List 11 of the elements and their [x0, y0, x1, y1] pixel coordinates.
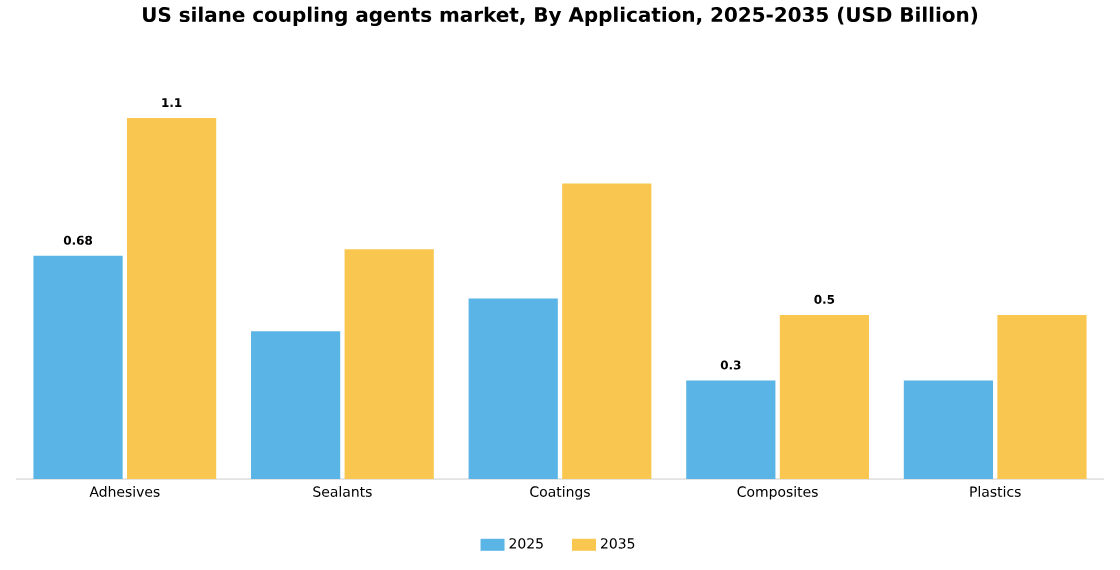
bar [562, 184, 652, 480]
bar [686, 381, 776, 480]
bar [997, 315, 1087, 480]
bar [903, 381, 994, 480]
chart-title: US silane coupling agents market, By Application, 2025-2035 (USD Billion) [143, 7, 978, 27]
bar [468, 298, 558, 480]
bar [33, 256, 123, 480]
bar [251, 331, 341, 480]
bar [126, 118, 217, 480]
bar [779, 315, 869, 480]
bar [344, 249, 434, 480]
